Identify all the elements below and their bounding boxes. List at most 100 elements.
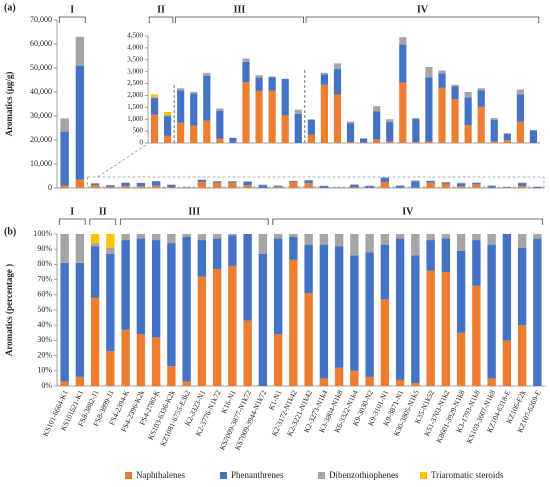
group-label: I — [70, 206, 74, 217]
bar-segment — [490, 119, 498, 142]
bar-segment — [412, 142, 420, 143]
y-tick-label: 80% — [37, 259, 52, 268]
bar-segment — [177, 88, 185, 91]
panel-label: (a) — [4, 2, 16, 13]
bar-segment — [151, 337, 161, 386]
bar-segment — [289, 237, 298, 260]
bar-segment — [164, 112, 172, 115]
bar-segment — [529, 130, 538, 143]
bar-segment — [503, 140, 511, 143]
bar-segment — [319, 244, 329, 379]
group-bracket — [119, 218, 269, 225]
bar-segment — [533, 238, 542, 386]
bar-segment — [307, 134, 315, 143]
bar-segment — [477, 90, 485, 107]
y-tick-label: 100% — [33, 229, 52, 238]
bar-segment — [294, 109, 302, 114]
bar-segment — [121, 240, 130, 330]
y-tick-label: 40,000 — [30, 87, 52, 96]
bar-segment — [203, 75, 211, 121]
y-axis-label: Aromatics (μg/g) — [4, 72, 14, 137]
bar-segment — [60, 118, 69, 132]
group-bracket — [58, 16, 86, 23]
bar-segment — [517, 185, 527, 188]
bar-segment — [412, 118, 420, 143]
bar-segment — [304, 244, 313, 294]
y-tick-label: 30,000 — [30, 111, 52, 120]
y-tick-label: 10% — [37, 366, 52, 375]
bar-segment — [212, 268, 222, 386]
bar-segment — [203, 72, 211, 76]
bar-segment — [281, 115, 289, 143]
bar-segment — [304, 179, 313, 181]
bar-segment — [346, 121, 355, 124]
bar-segment — [333, 94, 342, 143]
bar-segment — [350, 234, 359, 256]
bar-segment — [425, 77, 433, 142]
y-tick-label: 90% — [37, 244, 52, 253]
bar-segment — [502, 340, 512, 386]
bar-segment — [426, 234, 435, 241]
bar-segment — [373, 139, 381, 143]
group-bracket — [272, 218, 544, 225]
group-label: II — [157, 4, 165, 15]
bar-segment — [304, 234, 313, 245]
legend-label: Dibenzothiophenes — [329, 470, 399, 480]
bar-segment — [106, 187, 115, 188]
y-tick-label: 70% — [37, 274, 52, 283]
bar-segment — [60, 185, 69, 188]
bar-segment — [151, 234, 161, 241]
bar-segment — [228, 234, 237, 236]
y-tick-label: 0% — [41, 381, 52, 390]
bar-segment — [360, 142, 368, 143]
bar-segment — [216, 138, 224, 143]
bar-segment — [75, 179, 85, 188]
bar-segment — [229, 137, 237, 143]
legend-swatch — [420, 472, 427, 479]
bar-segment — [411, 180, 420, 182]
bar-segment — [456, 183, 466, 187]
bar-segment — [268, 76, 276, 78]
bar-segment — [268, 90, 276, 143]
bar-segment — [150, 94, 159, 98]
group-label: III — [234, 4, 246, 15]
bar-segment — [289, 182, 298, 188]
bar-segment — [319, 234, 329, 245]
bar-segment — [150, 97, 159, 99]
bar-segment — [90, 234, 100, 244]
bar-segment — [268, 77, 276, 91]
group-bracket — [58, 218, 86, 225]
bar-segment — [502, 187, 512, 188]
bar-segment — [365, 376, 374, 386]
bar-segment — [395, 238, 405, 380]
bar-segment — [334, 367, 344, 386]
group-bracket — [89, 218, 117, 225]
bar-segment — [273, 334, 283, 386]
bar-segment — [516, 94, 524, 122]
bar-segment — [243, 234, 252, 321]
bar-segment — [121, 185, 130, 188]
bar-segment — [307, 119, 315, 120]
bar-segment — [380, 178, 390, 182]
y-tick-label: 4,000 — [127, 43, 143, 51]
bar-segment — [289, 259, 298, 386]
bar-segment — [441, 234, 451, 239]
bar-segment — [411, 255, 420, 383]
legend-swatch — [220, 472, 227, 479]
bar-segment — [533, 186, 542, 188]
bar-segment — [242, 58, 250, 62]
bar-segment — [472, 285, 481, 386]
bar-segment — [477, 88, 485, 91]
bar-segment — [106, 247, 115, 254]
bar-segment — [243, 181, 252, 186]
bar-segment — [307, 119, 315, 135]
bar-segment — [106, 351, 115, 386]
bar-segment — [75, 36, 85, 66]
bar-segment — [380, 181, 390, 188]
bar-segment — [395, 234, 405, 239]
legend-label: Triaromatic steroids — [431, 470, 504, 480]
y-axis-label: Aromatics (percentage ) — [4, 264, 14, 356]
bar-segment — [164, 135, 172, 143]
bar-segment — [190, 91, 198, 94]
bar-segment — [121, 329, 130, 386]
